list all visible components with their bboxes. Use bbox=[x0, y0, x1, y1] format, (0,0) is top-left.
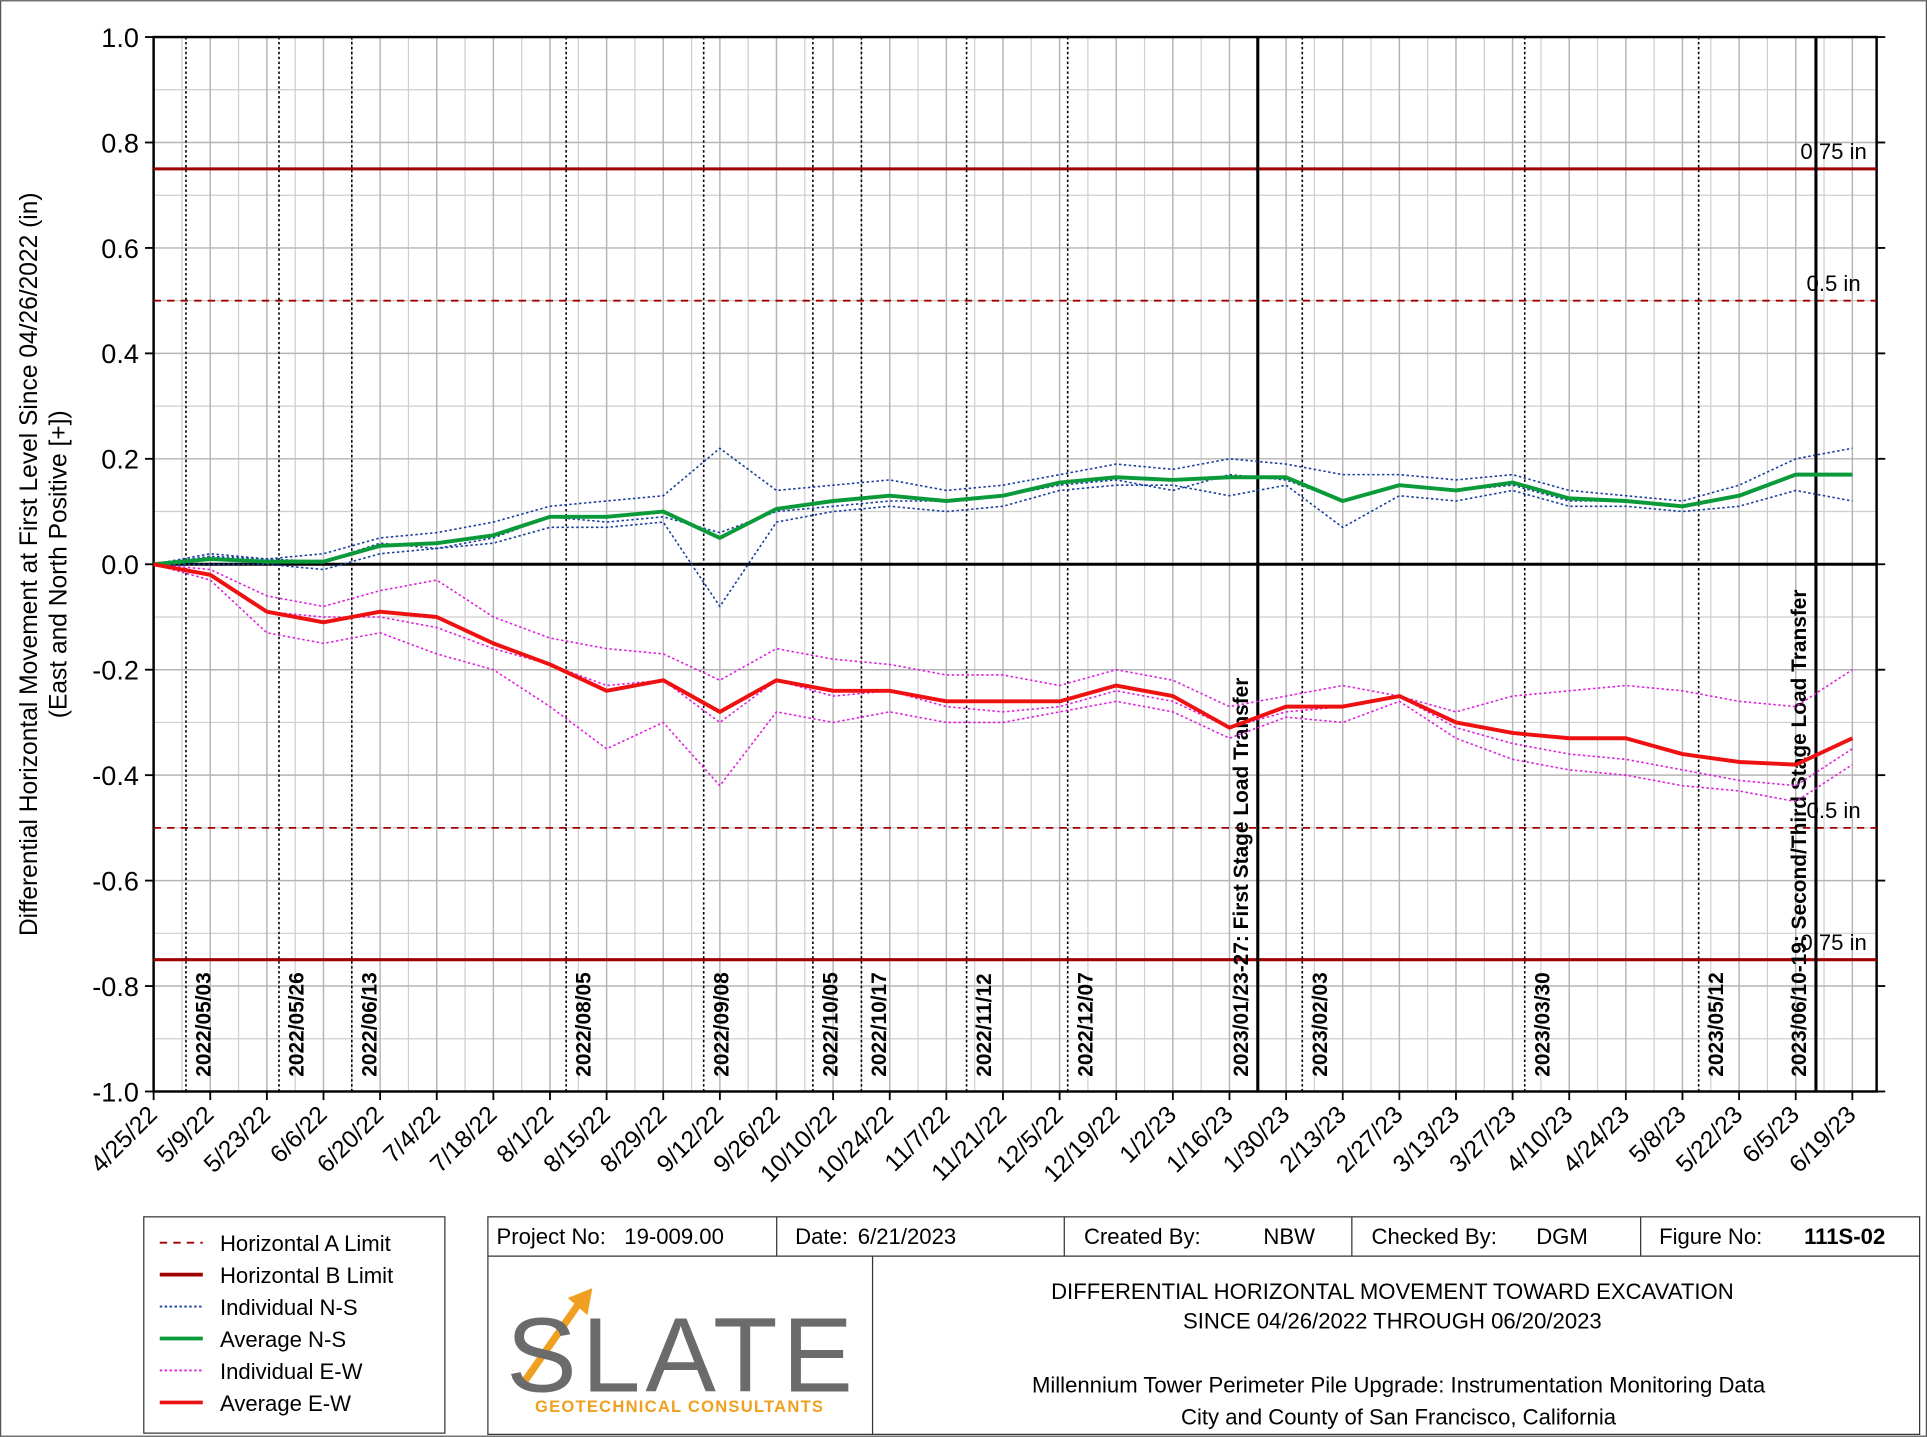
block-subtitle: Millennium Tower Perimeter Pile Upgrade:… bbox=[1032, 1373, 1766, 1398]
block-title: DIFFERENTIAL HORIZONTAL MOVEMENT TOWARD … bbox=[1051, 1279, 1734, 1304]
project-number: 19-009.00 bbox=[624, 1224, 724, 1249]
event-label: 2022/10/05 bbox=[819, 972, 842, 1077]
legend-items: Horizontal A Limit Horizontal B Limit Indi… bbox=[159, 1231, 393, 1416]
checked-by: DGM bbox=[1536, 1224, 1588, 1249]
y-axis-label: Differential Horizontal Movement at Firs… bbox=[16, 192, 43, 936]
legend-label: Individual E-W bbox=[220, 1359, 363, 1384]
event-label: 2022/08/05 bbox=[573, 972, 596, 1077]
event-label: 2022/05/26 bbox=[286, 972, 309, 1076]
y-tick-label: 0.8 bbox=[101, 128, 139, 158]
y-tick-label: -0.4 bbox=[92, 761, 139, 791]
event-label: 2022/06/13 bbox=[358, 972, 381, 1076]
logo-text: SLATE bbox=[506, 1296, 858, 1414]
average-line bbox=[153, 562, 1854, 767]
checked-label: Checked By: bbox=[1372, 1224, 1497, 1249]
individual-line bbox=[153, 563, 1853, 803]
event-label: 2023/01/23-27: First Stage Load Transfer bbox=[1230, 678, 1253, 1077]
logo-tagline: GEOTECHNICAL CONSULTANTS bbox=[535, 1397, 824, 1416]
legend bbox=[143, 1216, 446, 1434]
y-tick-label: -1.0 bbox=[92, 1077, 139, 1107]
legend-label: Horizontal B Limit bbox=[220, 1263, 393, 1288]
created-by: NBW bbox=[1263, 1224, 1315, 1249]
individual-line bbox=[153, 563, 1853, 787]
event-label: 2022/05/03 bbox=[193, 972, 216, 1076]
event-label: 2023/06/10-19: Second/Third Stage Load T… bbox=[1788, 589, 1811, 1076]
y-tick-label: 0.0 bbox=[101, 550, 139, 580]
y-axis-label: (East and North Positive [+]) bbox=[45, 410, 72, 718]
project-label: Project No: bbox=[496, 1224, 605, 1249]
block-subtitle: City and County of San Francisco, Califo… bbox=[1181, 1405, 1617, 1430]
event-label: 2023/03/30 bbox=[1531, 972, 1554, 1076]
legend-label: Individual N-S bbox=[220, 1295, 358, 1320]
title-block-frame bbox=[487, 1216, 1921, 1435]
event-label: 2023/02/03 bbox=[1309, 972, 1332, 1076]
legend-label: Horizontal A Limit bbox=[220, 1231, 391, 1256]
event-label: 2022/10/17 bbox=[868, 972, 891, 1076]
logo-arrowhead bbox=[567, 1288, 593, 1316]
average-line bbox=[153, 472, 1853, 567]
y-tick-label: -0.8 bbox=[92, 972, 139, 1002]
logo: SLATE GEOTECHNICAL CONSULTANTS bbox=[506, 1288, 858, 1416]
individual-line bbox=[153, 447, 1853, 566]
figure-label: Figure No: bbox=[1659, 1224, 1762, 1249]
event-label: 2022/11/12 bbox=[973, 973, 996, 1076]
y-tick-label: -0.2 bbox=[92, 656, 139, 686]
individual-line bbox=[153, 563, 1853, 713]
event-label: 2023/05/12 bbox=[1705, 972, 1728, 1076]
date-label: Date: bbox=[795, 1224, 848, 1249]
limit-label: 0.75 in bbox=[1800, 139, 1866, 164]
individual-line bbox=[153, 473, 1853, 566]
date: 6/21/2023 bbox=[858, 1224, 956, 1249]
legend-label: Average E-W bbox=[220, 1391, 351, 1416]
y-tick-label: 0.4 bbox=[101, 339, 139, 369]
title-block bbox=[487, 1216, 1921, 1435]
y-tick-label: 0.6 bbox=[101, 234, 139, 264]
y-tick-label: 1.0 bbox=[101, 23, 139, 53]
event-label: 2022/12/07 bbox=[1074, 972, 1097, 1076]
logo-arrow bbox=[518, 1303, 581, 1389]
created-label: Created By: bbox=[1084, 1224, 1201, 1249]
event-label: 2022/09/08 bbox=[710, 972, 733, 1076]
legend-label: Average N-S bbox=[220, 1327, 346, 1352]
y-tick-label: -0.6 bbox=[92, 866, 139, 896]
block-title: SINCE 04/26/2022 THROUGH 06/20/2023 bbox=[1183, 1309, 1602, 1334]
limit-label: 0.75 in bbox=[1800, 930, 1866, 955]
y-tick-label: 0.2 bbox=[101, 445, 139, 475]
figure-number: 111S-02 bbox=[1804, 1224, 1885, 1249]
